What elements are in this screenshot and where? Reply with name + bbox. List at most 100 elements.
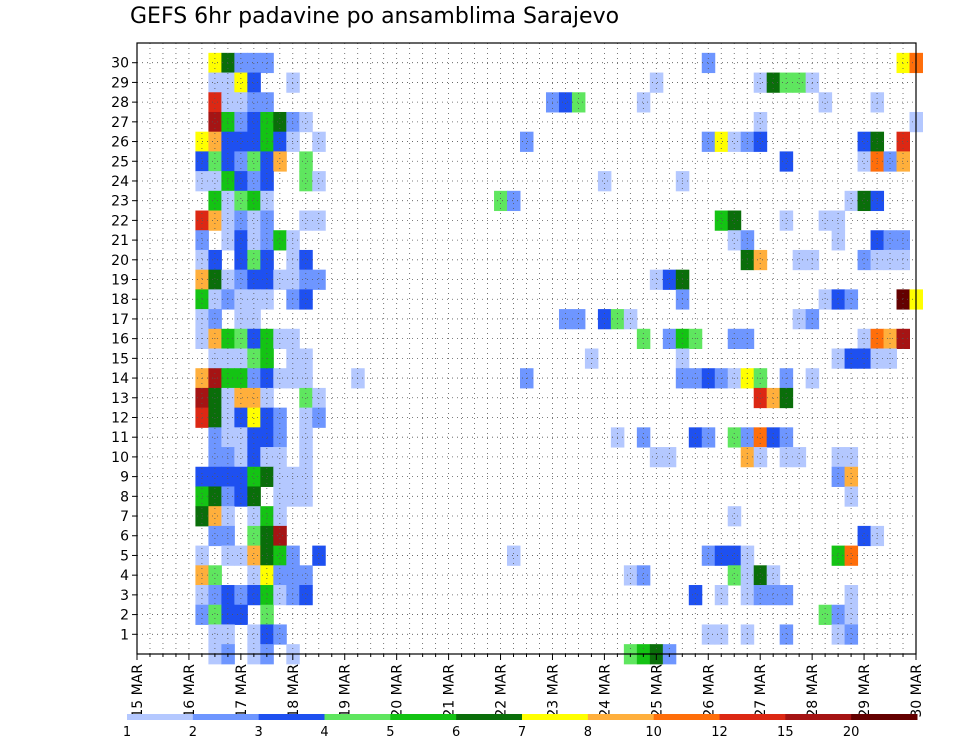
heatmap-cell [714, 210, 729, 231]
heatmap-cell [844, 466, 859, 487]
colorbar-segment [653, 714, 720, 720]
heatmap-cell [247, 151, 261, 172]
heatmap-cell [896, 131, 910, 152]
heatmap-cell [779, 427, 794, 448]
heatmap-cell [299, 249, 313, 271]
heatmap-cell [208, 427, 222, 448]
heatmap-cell [286, 111, 300, 133]
heatmap-cell [831, 210, 846, 231]
colorbar-label: 20 [843, 725, 860, 740]
heatmap-cell [896, 52, 910, 74]
heatmap-cell [753, 111, 768, 133]
heatmap-cell [208, 525, 222, 547]
heatmap-cell [753, 72, 768, 93]
heatmap-cell [247, 407, 261, 428]
colorbar-segment [258, 714, 325, 720]
heatmap-cell [312, 171, 326, 192]
heatmap-cell [273, 407, 287, 428]
y-tick-label: 14 [111, 371, 129, 387]
heatmap-cell [727, 545, 742, 566]
heatmap-cell [273, 545, 287, 566]
colorbar-segment [719, 714, 786, 720]
heatmap-cell [247, 52, 261, 74]
x-tick-label: 24 MAR [597, 664, 613, 718]
heatmap-cell [221, 171, 235, 192]
heatmap-cell [273, 111, 287, 133]
heatmap-cell [766, 565, 781, 586]
heatmap-cell [299, 407, 313, 428]
colorbar-segment [785, 714, 852, 720]
heatmap-cell [662, 269, 677, 290]
heatmap-cell [714, 131, 729, 152]
heatmap-cell [234, 486, 248, 507]
heatmap-cell [792, 72, 807, 93]
x-tick-label: 19 MAR [338, 664, 354, 718]
heatmap-cell [649, 72, 664, 93]
heatmap-cell [857, 151, 872, 172]
y-tick-label: 2 [120, 608, 129, 624]
heatmap-cell [234, 604, 248, 625]
heatmap-cell [221, 585, 235, 606]
heatmap-cell [727, 210, 742, 231]
heatmap-cell [312, 131, 326, 152]
heatmap-cell [221, 466, 235, 487]
y-tick-label: 1 [120, 627, 129, 643]
heatmap-cell [247, 585, 261, 606]
heatmap-cell [208, 506, 222, 527]
heatmap-cell [779, 447, 794, 468]
heatmap-cell [234, 72, 248, 93]
heatmap-cell [273, 565, 287, 586]
heatmap-cell [208, 289, 222, 310]
chart-title: GEFS 6hr padavine po ansamblima Sarajevo [130, 4, 620, 29]
heatmap-cell [208, 447, 222, 468]
heatmap-cell [247, 230, 261, 251]
colorbar-label: 8 [584, 725, 592, 740]
heatmap-cell [221, 447, 235, 468]
y-tick-label: 13 [111, 391, 129, 407]
heatmap-cell [286, 72, 300, 93]
heatmap-cell [286, 565, 300, 586]
y-tick-label: 22 [111, 213, 129, 229]
heatmap-cell [571, 309, 586, 330]
heatmap-cell [831, 604, 846, 625]
heatmap-cell [221, 545, 235, 566]
heatmap-cell [636, 92, 651, 113]
heatmap-cell [831, 466, 846, 487]
heatmap-cell [208, 604, 222, 625]
heatmap-cell [247, 131, 261, 152]
heatmap-cell [701, 131, 716, 152]
heatmap-cell [273, 427, 287, 448]
heatmap-cell [273, 447, 287, 468]
heatmap-cell [623, 309, 638, 330]
colorbar-segment [192, 714, 260, 720]
colorbar-segment [390, 714, 457, 720]
heatmap-cell [844, 190, 859, 212]
heatmap-cell [649, 447, 664, 468]
heatmap-cell [234, 545, 248, 566]
heatmap-cell [714, 585, 729, 606]
x-tick-label: 27 MAR [753, 664, 769, 718]
heatmap-cell [247, 269, 261, 290]
heatmap-cell [221, 151, 235, 172]
heatmap-cell [234, 230, 248, 251]
y-tick-label: 4 [120, 568, 129, 584]
heatmap-cell [247, 447, 261, 468]
heatmap-cell [688, 585, 703, 606]
heatmap-cell [779, 585, 794, 606]
heatmap-cell [818, 92, 833, 113]
heatmap-cell [247, 427, 261, 448]
heatmap-cell [831, 545, 846, 566]
colorbar-label: 10 [645, 725, 662, 740]
x-tick-label: 18 MAR [286, 664, 302, 718]
heatmap-cell [234, 171, 248, 192]
heatmap-cell [273, 525, 287, 547]
colorbar-label: 1 [123, 725, 131, 740]
heatmap-cell [299, 447, 313, 468]
heatmap-cell [844, 486, 859, 507]
heatmap-cell [286, 131, 300, 152]
heatmap-cell [299, 210, 313, 231]
heatmap-cell [247, 624, 261, 645]
heatmap-cell [221, 230, 235, 251]
heatmap-cell [286, 545, 300, 566]
heatmap-cell [766, 427, 781, 448]
